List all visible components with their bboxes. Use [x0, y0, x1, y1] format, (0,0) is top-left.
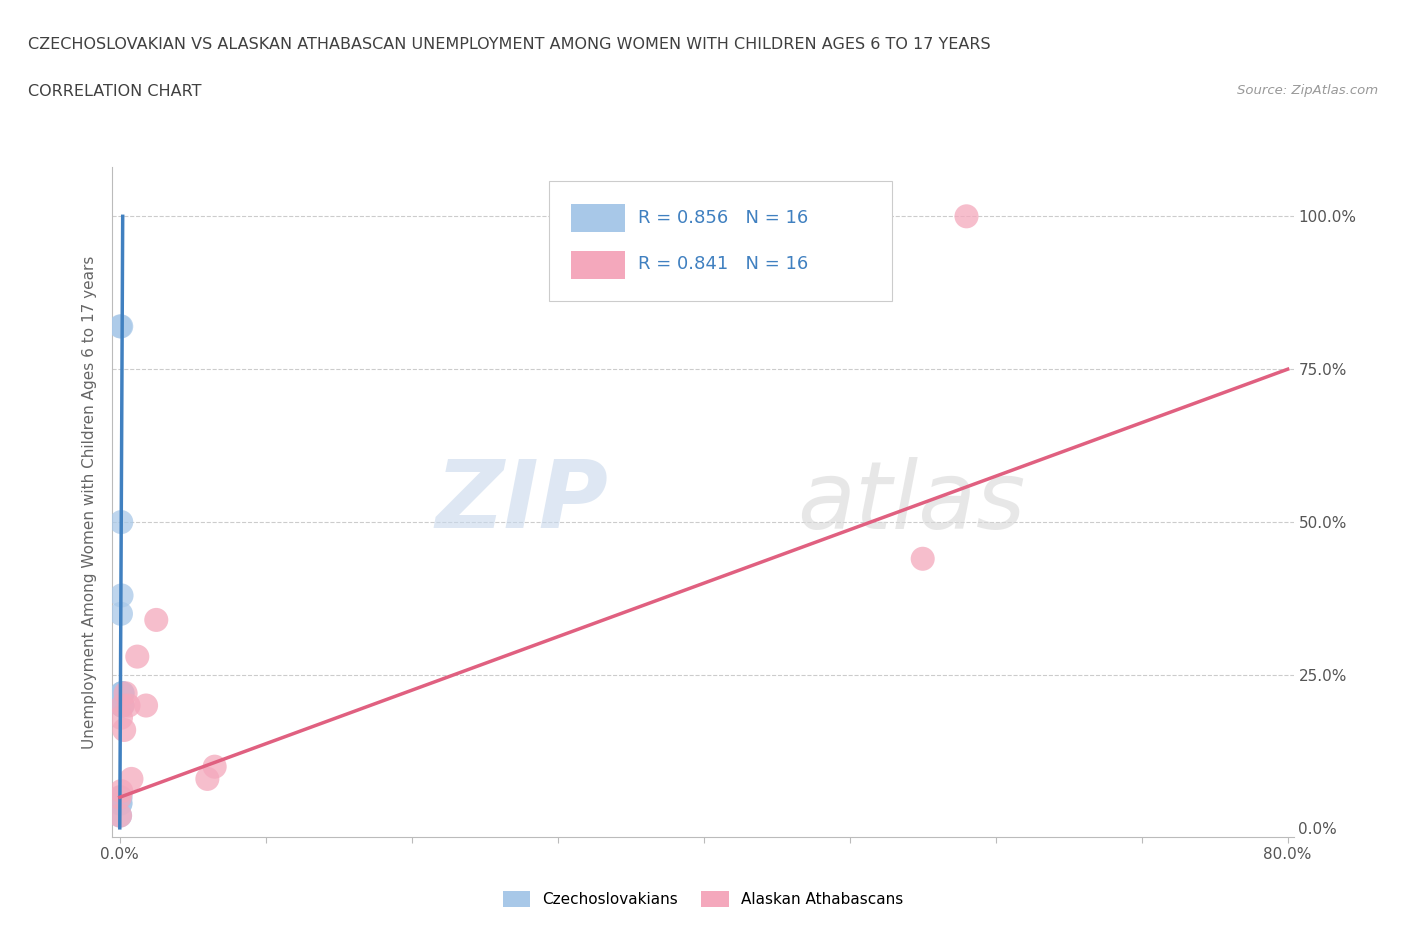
- Point: [111, 685, 134, 700]
- Point: [111, 698, 134, 713]
- Point: [110, 790, 132, 804]
- Text: R = 0.856   N = 16: R = 0.856 N = 16: [638, 208, 808, 227]
- Point: [145, 613, 167, 628]
- FancyBboxPatch shape: [571, 205, 626, 232]
- Point: [111, 698, 134, 713]
- Point: [955, 209, 977, 224]
- Point: [111, 698, 134, 713]
- Point: [110, 319, 132, 334]
- Point: [111, 685, 134, 700]
- Point: [120, 772, 142, 787]
- Point: [108, 808, 131, 823]
- Point: [110, 796, 132, 811]
- Point: [110, 711, 132, 725]
- Point: [110, 796, 132, 811]
- Point: [204, 759, 226, 774]
- Y-axis label: Unemployment Among Women with Children Ages 6 to 17 years: Unemployment Among Women with Children A…: [82, 256, 97, 749]
- Point: [110, 514, 132, 529]
- Point: [114, 685, 136, 700]
- Point: [135, 698, 157, 713]
- Point: [127, 649, 149, 664]
- Point: [195, 772, 218, 787]
- Point: [108, 808, 131, 823]
- Text: Source: ZipAtlas.com: Source: ZipAtlas.com: [1237, 84, 1378, 97]
- Text: CORRELATION CHART: CORRELATION CHART: [28, 84, 201, 99]
- Point: [110, 784, 132, 799]
- Point: [111, 698, 134, 713]
- Point: [911, 551, 934, 566]
- Point: [110, 606, 132, 621]
- Text: R = 0.841   N = 16: R = 0.841 N = 16: [638, 256, 808, 273]
- Point: [108, 790, 131, 804]
- Point: [111, 685, 134, 700]
- Text: CZECHOSLOVAKIAN VS ALASKAN ATHABASCAN UNEMPLOYMENT AMONG WOMEN WITH CHILDREN AGE: CZECHOSLOVAKIAN VS ALASKAN ATHABASCAN UN…: [28, 37, 991, 52]
- FancyBboxPatch shape: [550, 180, 891, 301]
- Point: [117, 698, 139, 713]
- FancyBboxPatch shape: [571, 251, 626, 279]
- Point: [111, 685, 134, 700]
- Point: [112, 723, 135, 737]
- Text: atlas: atlas: [797, 457, 1026, 548]
- Point: [110, 319, 132, 334]
- Legend: Czechoslovakians, Alaskan Athabascans: Czechoslovakians, Alaskan Athabascans: [496, 884, 910, 913]
- Text: ZIP: ZIP: [436, 457, 609, 548]
- Point: [110, 588, 132, 603]
